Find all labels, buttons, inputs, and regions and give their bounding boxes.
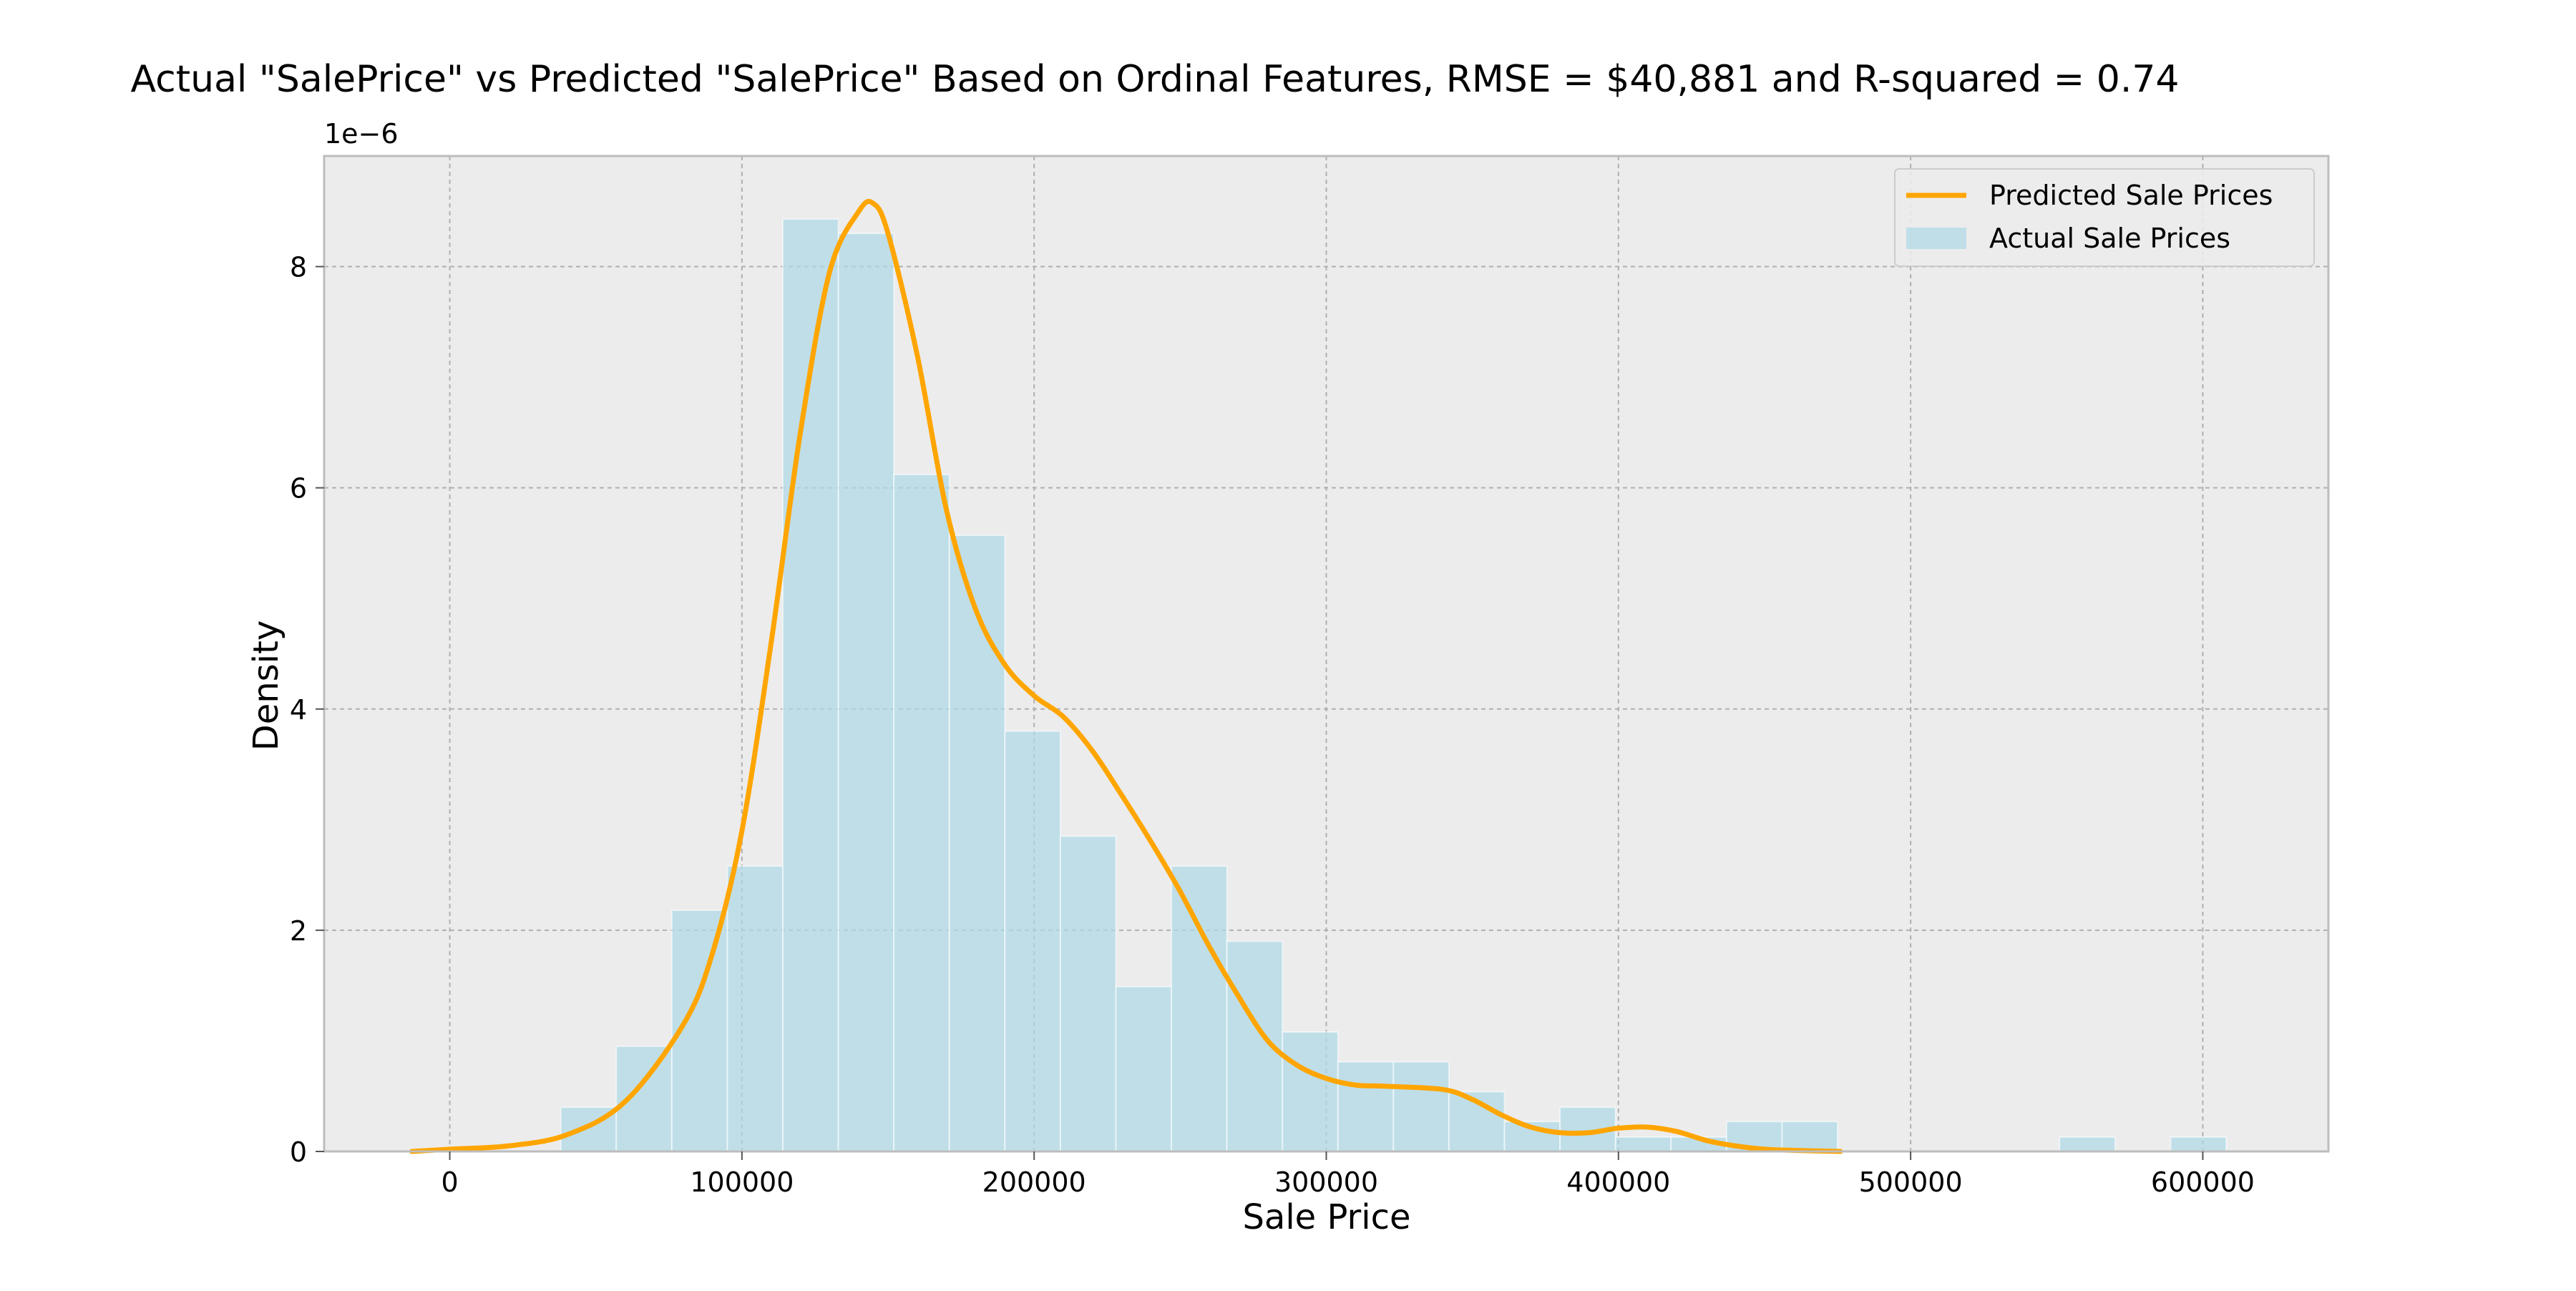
chart-title: Actual "SalePrice" vs Predicted "SalePri… — [130, 58, 2179, 101]
histogram-bar — [2059, 1136, 2116, 1153]
histogram-bar — [1337, 1061, 1395, 1153]
y-tick-label: 8 — [290, 252, 307, 283]
histogram-bar — [1115, 985, 1173, 1153]
y-axis-label: Density — [246, 620, 286, 751]
legend-box — [1894, 168, 2315, 267]
x-tick-label: 500000 — [1859, 1166, 1963, 1198]
histogram-bar — [560, 1106, 618, 1152]
legend: Predicted Sale Prices Actual Sale Prices — [1894, 168, 2315, 267]
y-tick-label: 6 — [290, 473, 307, 505]
histogram-bar — [948, 535, 1006, 1152]
y-axis-offset-label: 1e−6 — [324, 118, 399, 150]
x-tick-label: 600000 — [2151, 1166, 2255, 1198]
histogram-bar — [1392, 1061, 1450, 1153]
histogram-bar — [1004, 730, 1061, 1152]
x-tick-label: 100000 — [690, 1166, 794, 1198]
y-tick-label: 0 — [290, 1136, 307, 1168]
x-axis-ticks: 0 100000 200000 300000 400000 500000 600000 — [441, 1151, 2255, 1198]
histogram-bar — [726, 865, 784, 1153]
histogram-bar — [1171, 865, 1228, 1153]
histogram-bar — [893, 474, 950, 1152]
histogram-bar — [1614, 1136, 1672, 1153]
x-tick-label: 300000 — [1274, 1166, 1378, 1198]
legend-bar-swatch — [1906, 228, 1966, 249]
histogram-bar — [1059, 835, 1117, 1153]
y-axis-ticks: 0 2 4 6 8 — [290, 252, 324, 1168]
histogram-bar — [1448, 1091, 1506, 1153]
histogram-bar — [2170, 1136, 2228, 1153]
legend-label-actual: Actual Sale Prices — [1989, 223, 2230, 254]
x-tick-label: 400000 — [1566, 1166, 1670, 1198]
legend-label-predicted: Predicted Sale Prices — [1989, 180, 2273, 211]
predicted-density-line — [409, 198, 1843, 1154]
histogram-bar — [837, 233, 895, 1153]
x-tick-label: 200000 — [982, 1166, 1086, 1198]
histogram-bar — [1781, 1121, 1839, 1153]
x-tick-label: 0 — [441, 1166, 458, 1198]
y-tick-label: 4 — [290, 694, 307, 726]
y-tick-label: 2 — [290, 915, 307, 947]
x-axis-label: Sale Price — [1242, 1197, 1410, 1237]
histogram-bar — [1282, 1031, 1339, 1152]
